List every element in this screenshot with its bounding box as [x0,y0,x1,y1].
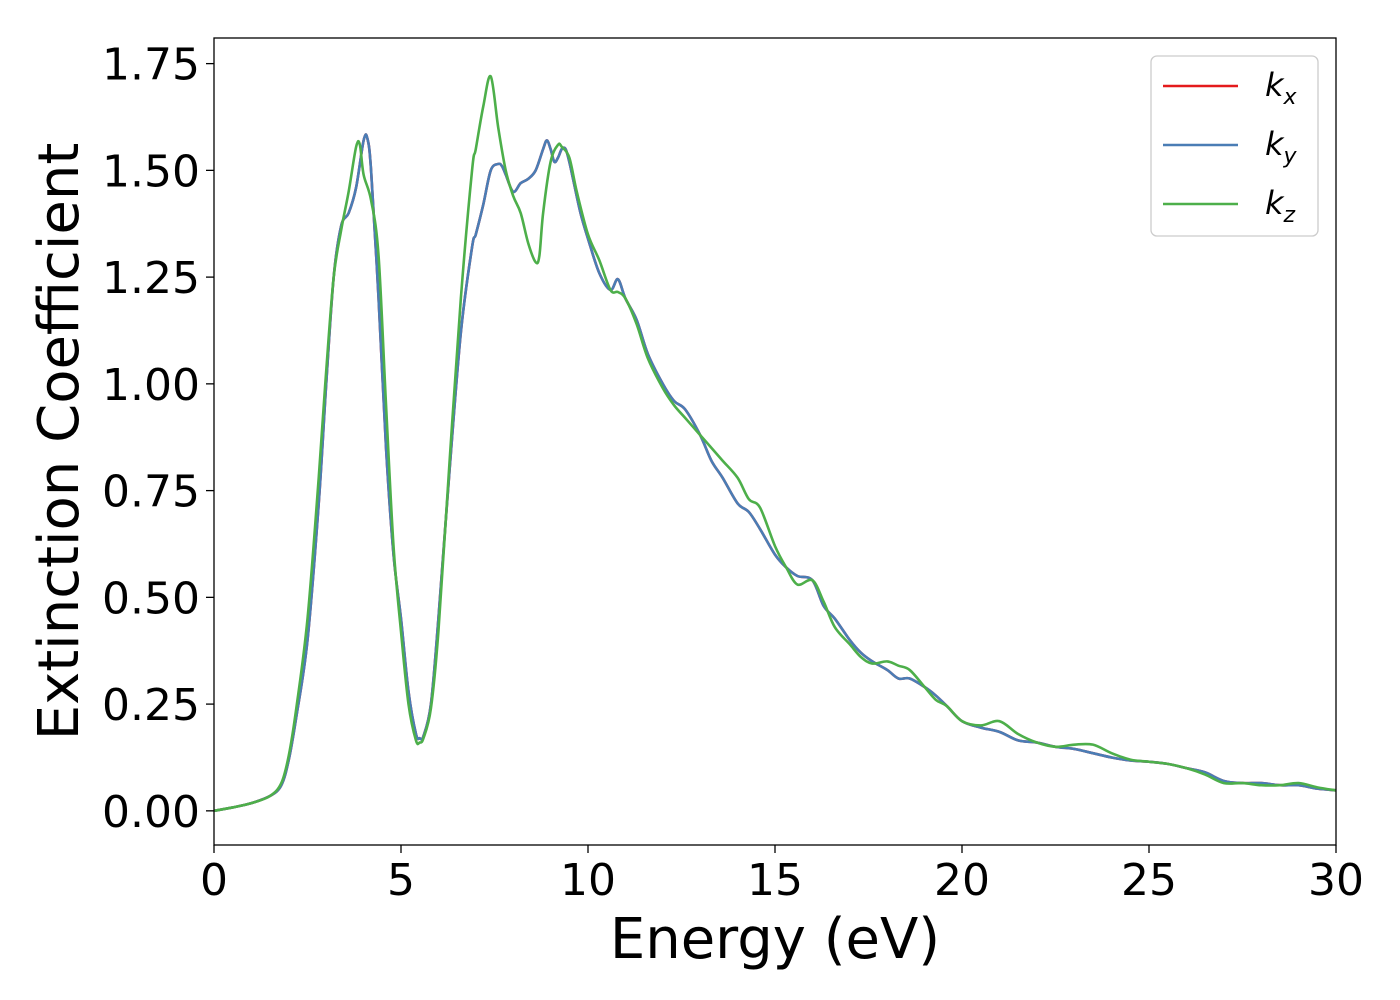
y-tick-label: 0.50 [102,573,200,624]
legend-label-base: k [1265,125,1285,163]
y-axis-title: Extinction Coefficient [27,143,92,741]
y-tick-label: 1.50 [102,146,200,197]
x-tick-label: 10 [560,855,616,906]
y-tick-label: 0.75 [102,467,200,518]
legend-label-base: k [1265,66,1285,104]
y-tick-label: 0.25 [102,680,200,731]
x-tick-label: 15 [747,855,803,906]
legend-label-ky: ky [1265,125,1298,169]
legend-label-kz: kz [1265,184,1296,228]
y-tick-label: 1.00 [102,360,200,411]
y-tick-label: 0.00 [102,787,200,838]
legend-label-kx: kx [1265,66,1298,110]
legend-label-subscript: x [1283,85,1298,110]
x-tick-label: 25 [1121,855,1177,906]
x-tick-label: 5 [387,855,415,906]
legend-label-base: k [1265,184,1285,222]
series-layer [214,74,1336,813]
x-tick-label: 0 [200,855,228,906]
x-axis-title: Energy (eV) [610,907,940,972]
legend-label-subscript: y [1283,144,1298,169]
y-axis-ticks: 0.00 0.25 0.50 0.75 1.00 1.25 1.50 1.75 [102,40,214,838]
y-tick-label: 1.25 [102,253,200,304]
x-tick-label: 20 [934,855,990,906]
x-axis-ticks: 0 5 10 15 20 25 30 [200,845,1364,906]
series-line-kz [214,74,1336,813]
legend-label-subscript: z [1283,203,1296,228]
x-tick-label: 30 [1308,855,1364,906]
y-tick-label: 1.75 [102,40,200,91]
